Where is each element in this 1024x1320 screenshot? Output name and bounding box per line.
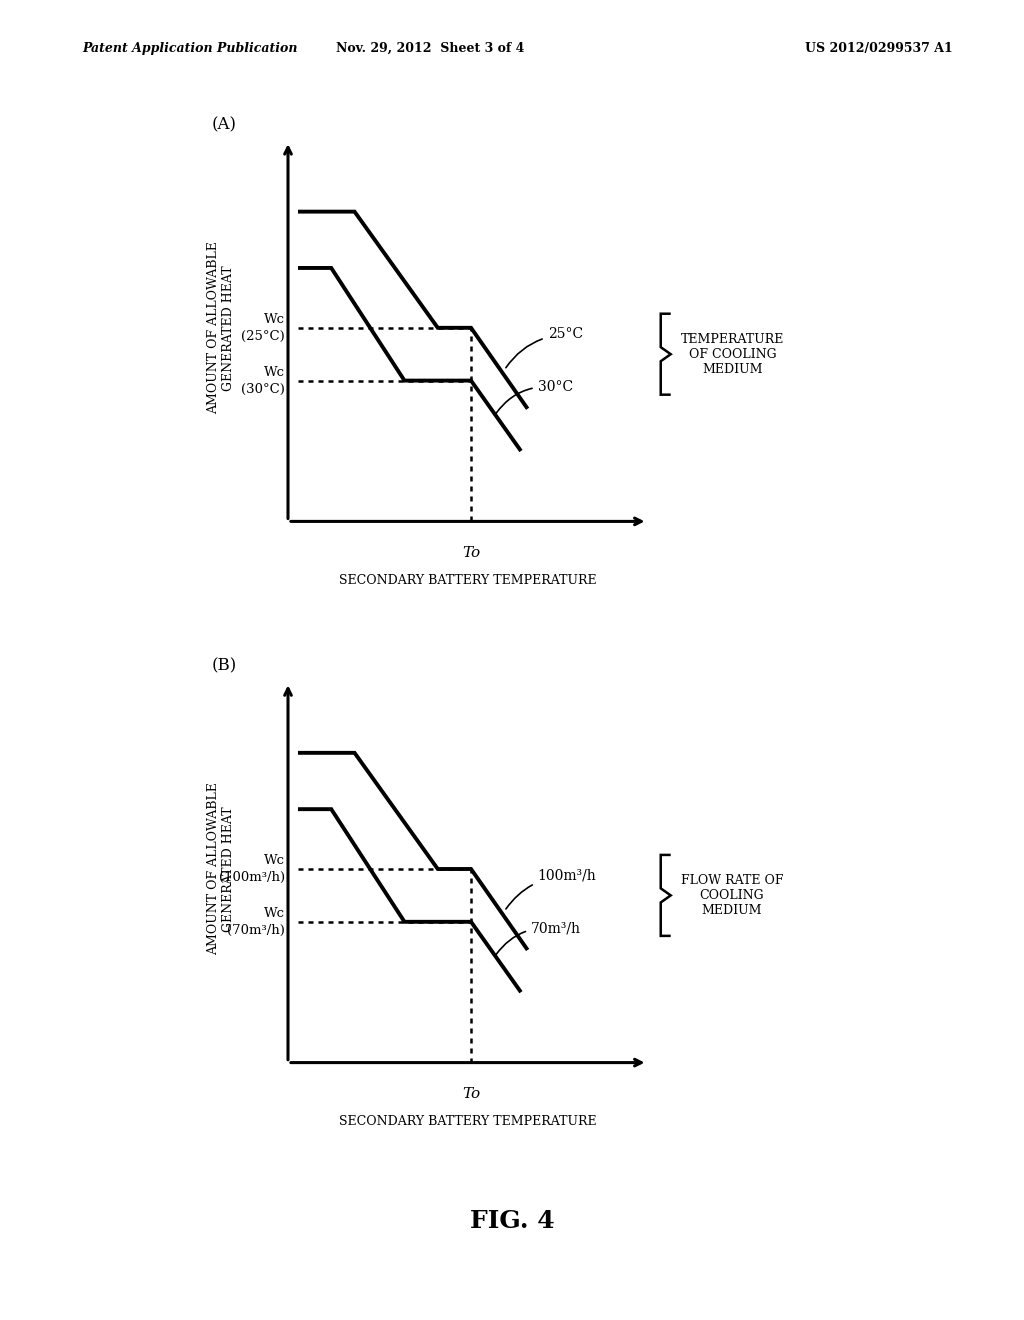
Text: FLOW RATE OF
COOLING
MEDIUM: FLOW RATE OF COOLING MEDIUM	[681, 874, 783, 917]
Text: US 2012/0299537 A1: US 2012/0299537 A1	[805, 42, 952, 55]
Text: TEMPERATURE
OF COOLING
MEDIUM: TEMPERATURE OF COOLING MEDIUM	[681, 333, 784, 376]
Text: Nov. 29, 2012  Sheet 3 of 4: Nov. 29, 2012 Sheet 3 of 4	[336, 42, 524, 55]
Text: 25°C: 25°C	[506, 327, 583, 368]
Text: Wc
(70m³/h): Wc (70m³/h)	[226, 907, 285, 937]
Text: To: To	[462, 1088, 480, 1101]
Text: Wc
(30°C): Wc (30°C)	[241, 366, 285, 396]
Text: SECONDARY BATTERY TEMPERATURE: SECONDARY BATTERY TEMPERATURE	[339, 574, 597, 587]
Text: (B): (B)	[212, 657, 237, 675]
Text: Wc
(25°C): Wc (25°C)	[241, 313, 285, 343]
Text: AMOUNT OF ALLOWABLE
GENERATED HEAT: AMOUNT OF ALLOWABLE GENERATED HEAT	[208, 242, 236, 414]
Text: 70m³/h: 70m³/h	[496, 921, 581, 954]
Text: Patent Application Publication: Patent Application Publication	[82, 42, 297, 55]
Text: FIG. 4: FIG. 4	[470, 1209, 554, 1233]
Text: (A): (A)	[212, 116, 237, 133]
Text: Wc
(100m³/h): Wc (100m³/h)	[218, 854, 285, 884]
Text: SECONDARY BATTERY TEMPERATURE: SECONDARY BATTERY TEMPERATURE	[339, 1115, 597, 1129]
Text: To: To	[462, 546, 480, 560]
Text: 100m³/h: 100m³/h	[506, 869, 596, 909]
Text: AMOUNT OF ALLOWABLE
GENERATED HEAT: AMOUNT OF ALLOWABLE GENERATED HEAT	[208, 783, 236, 956]
Text: 30°C: 30°C	[496, 380, 572, 413]
